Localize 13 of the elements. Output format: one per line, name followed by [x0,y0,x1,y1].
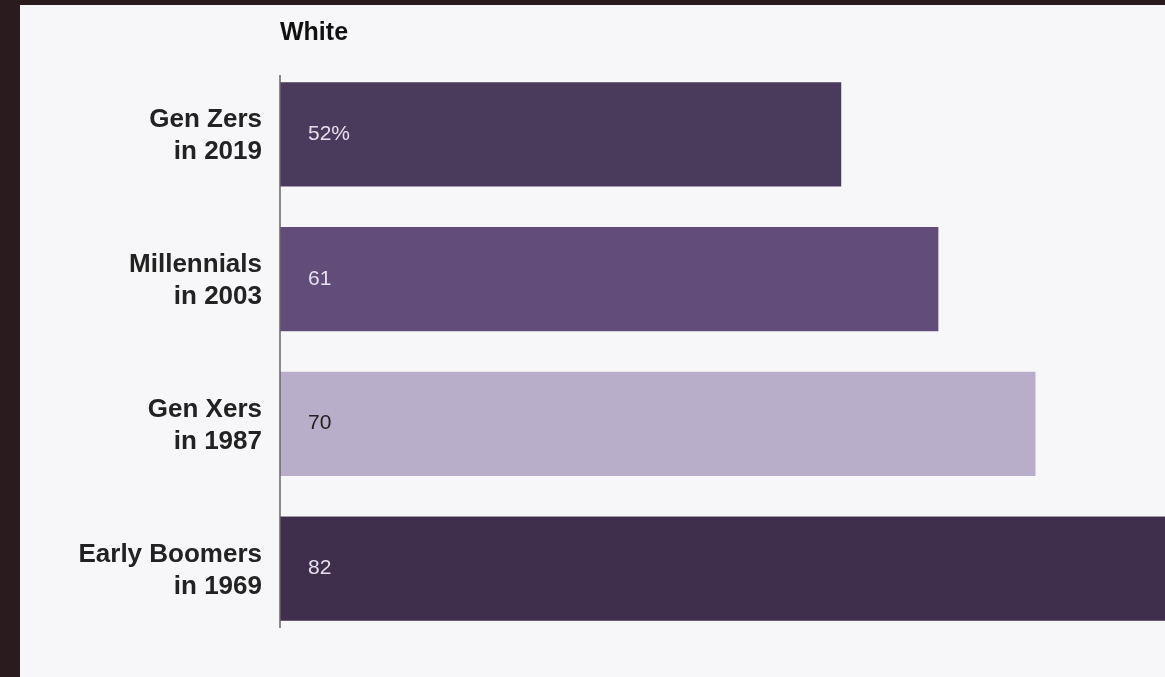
data-label: 70 [308,410,332,434]
y-tick-label: Gen Zers in 2019 [149,103,262,166]
y-tick-label: Gen Xers in 1987 [147,392,262,455]
text: White [280,17,349,45]
data-label: 82 [308,555,332,579]
bar [280,227,939,332]
y-tick-label: Millennials in 2003 [129,248,262,311]
bar [280,82,842,187]
bar [280,516,1165,621]
y-tick-label: Early Boomers in 1969 [78,537,262,600]
bar [280,371,1036,476]
data-label: 52% [308,120,351,144]
data-label: 61 [308,265,332,289]
